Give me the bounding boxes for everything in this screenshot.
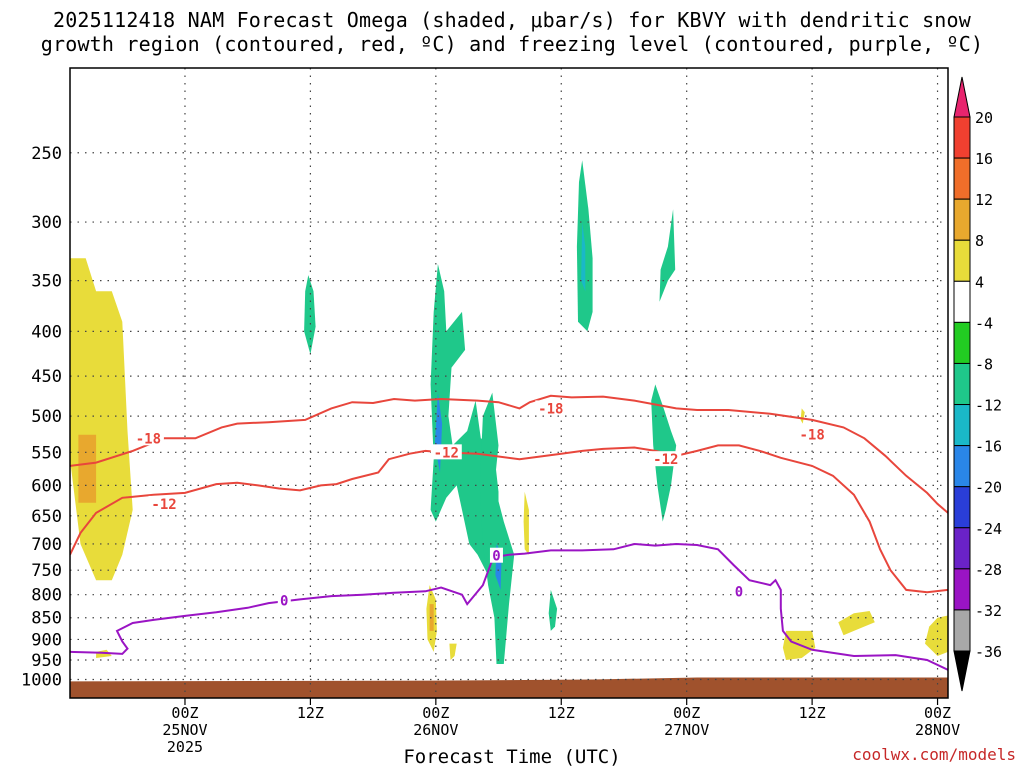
x-tick-label-6-1: 25NOV (162, 721, 207, 739)
colorbar-box-8 (953, 445, 971, 488)
colorbar-box-7 (953, 404, 971, 447)
x-tick-label-18-0: 12Z (297, 704, 324, 722)
freezing-level-0-label-1: 0 (492, 549, 500, 565)
colorbar-label-6: -8 (975, 355, 993, 373)
colorbar-box-0 (953, 116, 971, 159)
isotherm-minus-18 (70, 394, 948, 514)
omega-negative-upper-27nov-core (581, 222, 586, 292)
isotherm-minus-18-label-bg-1 (535, 400, 567, 416)
colorbar-label-3: 8 (975, 232, 984, 250)
isotherm-minus-12 (70, 444, 948, 594)
omega-negative-upper-27nov-2 (659, 209, 676, 302)
x-tick-label-30-0: 00Z (422, 704, 449, 722)
colorbar-box-2 (953, 198, 971, 241)
colorbar-label-1: 16 (975, 150, 993, 168)
omega-negative-12z (304, 275, 316, 355)
y-tick-label-400: 400 (31, 322, 62, 342)
omega-negative-26nov-12z (548, 589, 558, 631)
y-tick-label-450: 450 (31, 367, 62, 387)
freezing-level-0-label-2: 0 (735, 584, 743, 600)
y-tick-label-750: 750 (31, 561, 62, 581)
y-tick-label-1000: 1000 (21, 670, 62, 690)
y-tick-label-600: 600 (31, 476, 62, 496)
colorbar-box-3 (953, 239, 971, 282)
isotherm-minus-18-label-bg-0 (132, 430, 164, 446)
colorbar-label-7: -12 (975, 397, 1002, 415)
x-tick-label-54-1: 27NOV (664, 721, 709, 739)
colorbar-box-5 (953, 321, 971, 364)
isotherm-minus-12-label-bg-1 (430, 444, 462, 460)
colorbar-box-6 (953, 362, 971, 406)
y-tick-label-700: 700 (31, 535, 62, 555)
x-tick-label-6-0: 00Z (171, 704, 198, 722)
x-tick-label-42-0: 12Z (548, 704, 575, 722)
isotherm-minus-18-label-0: -18 (136, 431, 161, 447)
y-tick-label-500: 500 (31, 407, 62, 427)
freezing-level-0-label-bg-0 (277, 592, 291, 608)
colorbar-label-9: -20 (975, 479, 1002, 497)
colorbar-label-10: -24 (975, 520, 1002, 538)
freezing-level-0 (70, 542, 948, 671)
chart-title-line2: growth region (contoured, red, ºC) and f… (40, 32, 984, 56)
x-tick-label-78-0: 00Z (924, 704, 951, 722)
x-tick-label-66-0: 12Z (799, 704, 826, 722)
omega-positive-26nov-3 (523, 491, 529, 555)
omega-positive-26nov-core (429, 604, 434, 631)
freezing-level-0-label-bg-2 (732, 583, 746, 599)
colorbar-box-12 (953, 609, 971, 652)
omega-positive-28nov-3 (925, 615, 948, 656)
colorbar-label-12: -32 (975, 602, 1002, 620)
x-tick-label-54-0: 00Z (673, 704, 700, 722)
isotherm-minus-12-label-bg-2 (650, 451, 682, 467)
colorbar-label-13: -36 (975, 643, 1002, 661)
omega-positive-early-core (78, 434, 97, 503)
x-tick-label-78-1: 28NOV (915, 721, 960, 739)
isotherm-minus-12-label-0: -12 (151, 497, 176, 513)
isotherm-minus-18-label-bg-2 (796, 426, 828, 442)
x-axis-label: Forecast Time (UTC) (403, 746, 621, 768)
isotherm-minus-18-label-1: -18 (538, 401, 563, 417)
colorbar-box-11 (953, 568, 971, 611)
colorbar-label-5: -4 (975, 314, 993, 332)
y-tick-label-850: 850 (31, 609, 62, 629)
omega-positive-28nov-2 (838, 611, 875, 636)
omega-positive-27nov-late (800, 408, 805, 424)
y-tick-label-250: 250 (31, 144, 62, 164)
y-tick-label-950: 950 (31, 651, 62, 671)
y-tick-label-350: 350 (31, 272, 62, 292)
colorbar-box-4 (953, 280, 971, 323)
colorbar-arrow-bottom (953, 650, 971, 692)
colorbar-arrow-top (953, 76, 971, 118)
y-tick-label-650: 650 (31, 507, 62, 527)
colorbar-label-2: 12 (975, 191, 993, 209)
colorbar-box-10 (953, 527, 971, 570)
colorbar-label-0: 20 (975, 109, 993, 127)
isotherm-minus-12-label-2: -12 (653, 452, 678, 468)
site-credit[interactable]: coolwx.com/models (852, 745, 1016, 764)
x-tick-label-30-1: 26NOV (413, 721, 458, 739)
y-tick-label-550: 550 (31, 443, 62, 463)
plot-area: -18 -18 -18 -12 -12 -12 0 0 0 (70, 68, 948, 698)
y-tick-label-900: 900 (31, 630, 62, 650)
x-tick-label-6-2: 2025 (167, 738, 203, 756)
colorbar-label-8: -16 (975, 438, 1002, 456)
freezing-level-0-label-0: 0 (280, 593, 288, 609)
y-tick-label-800: 800 (31, 586, 62, 606)
chart-title-line1: 2025112418 NAM Forecast Omega (shaded, μ… (52, 8, 972, 32)
freezing-level-0-label-bg-1 (489, 547, 503, 563)
isotherm-minus-18-label-2: -18 (799, 428, 824, 444)
colorbar-box-1 (953, 157, 971, 200)
surface-ground (70, 677, 948, 698)
omega-positive-26nov-2 (449, 643, 457, 660)
omega-negative-26nov-lower (479, 392, 515, 664)
isotherm-minus-12-label-1: -12 (434, 445, 459, 461)
colorbar-box-9 (953, 486, 971, 529)
isotherm-minus-12-label-bg-0 (148, 495, 180, 511)
colorbar-label-11: -28 (975, 561, 1002, 579)
omega-positive-early (70, 258, 133, 581)
colorbar-label-4: 4 (975, 273, 984, 291)
plot-frame (69, 67, 949, 699)
y-tick-label-300: 300 (31, 213, 62, 233)
